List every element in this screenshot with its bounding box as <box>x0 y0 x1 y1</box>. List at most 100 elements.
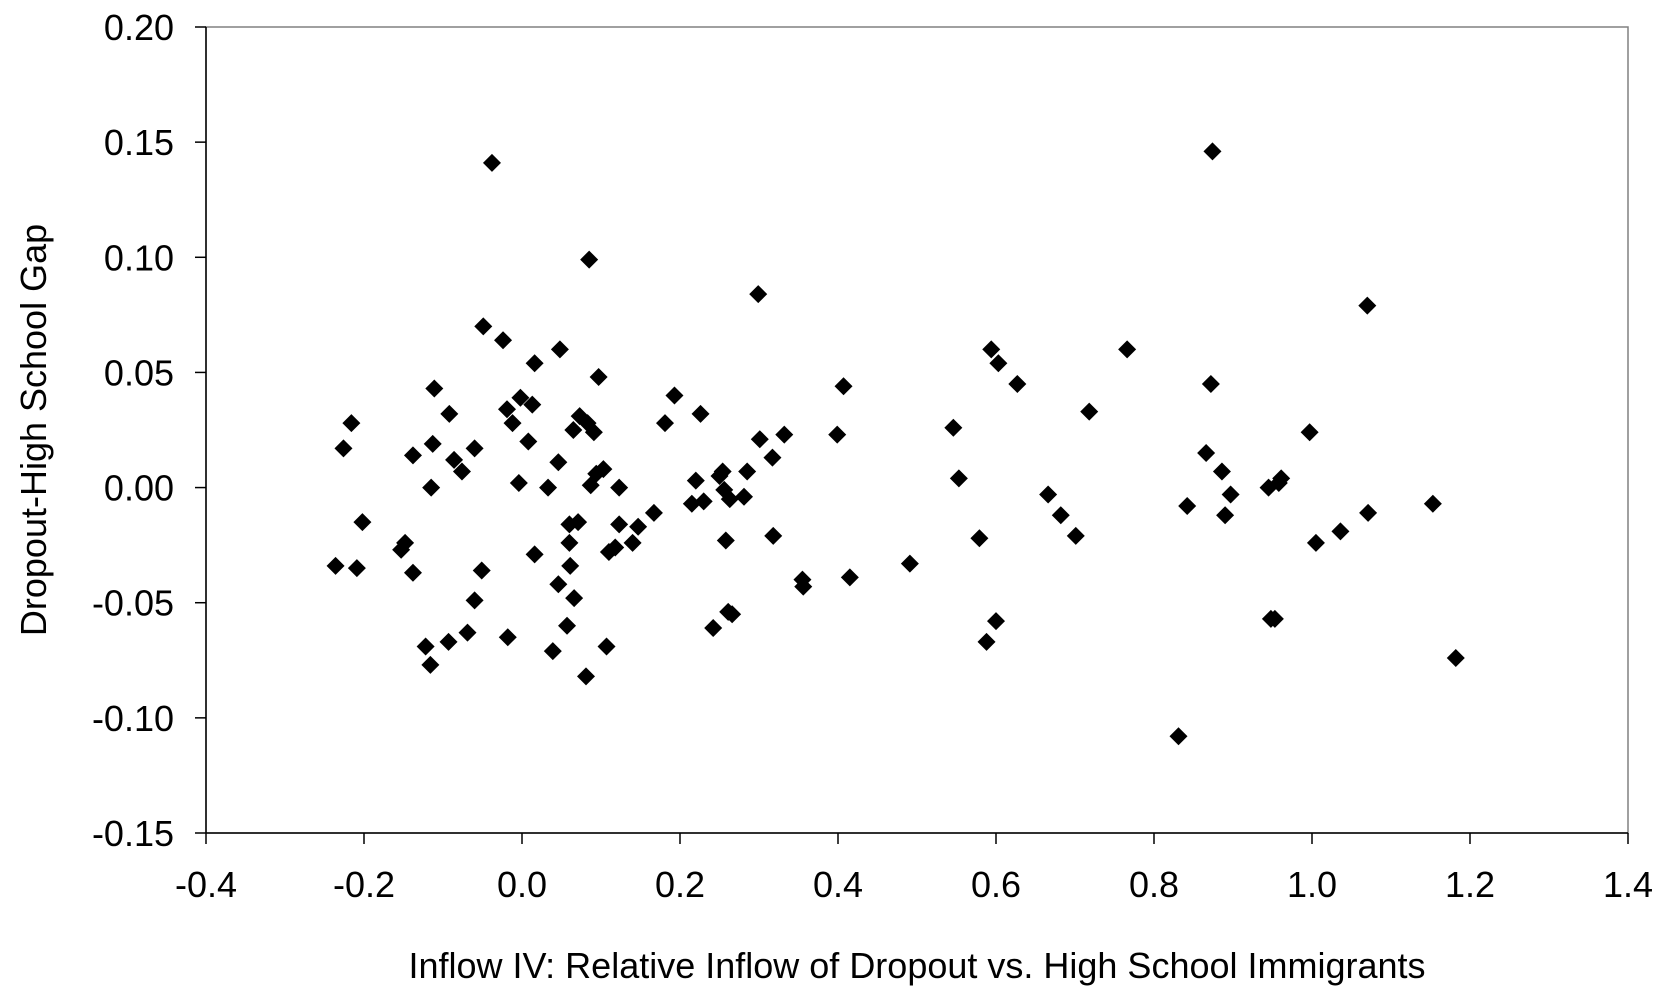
data-point <box>949 469 968 488</box>
data-point <box>1221 485 1240 504</box>
y-tick-label: 0.20 <box>104 7 174 48</box>
data-point <box>564 421 583 439</box>
data-point <box>472 561 491 580</box>
data-point <box>497 400 516 419</box>
data-point <box>560 533 579 552</box>
data-point <box>606 538 625 557</box>
data-point <box>1212 462 1231 481</box>
data-point <box>523 395 542 414</box>
data-point <box>465 591 484 610</box>
data-point <box>440 404 459 423</box>
data-point <box>691 404 710 423</box>
data-point <box>713 462 732 481</box>
data-point <box>465 439 484 458</box>
x-tick-label: 0.2 <box>655 864 705 905</box>
data-point <box>584 423 603 442</box>
data-point <box>597 637 616 656</box>
data-point <box>734 487 753 506</box>
x-tick-label: 1.4 <box>1603 864 1653 905</box>
data-point <box>503 414 522 433</box>
data-point <box>342 414 361 433</box>
data-point <box>1306 533 1325 552</box>
data-point <box>403 446 422 465</box>
data-point <box>1169 727 1188 746</box>
data-point <box>1118 340 1137 359</box>
data-point <box>511 388 530 407</box>
data-point <box>543 642 562 661</box>
data-point <box>1331 522 1350 541</box>
data-point <box>738 462 757 481</box>
data-points <box>326 142 1465 746</box>
x-tick-label: -0.4 <box>175 864 237 905</box>
x-tick-label: -0.2 <box>333 864 395 905</box>
x-axis-title: Inflow IV: Relative Inflow of Dropout vs… <box>408 945 1425 986</box>
data-point <box>1300 423 1319 442</box>
data-point <box>1423 494 1442 513</box>
data-point <box>655 414 674 433</box>
data-point <box>1265 609 1284 628</box>
data-point <box>594 460 613 479</box>
data-point <box>334 439 353 458</box>
data-point <box>550 340 569 359</box>
data-point <box>682 494 701 513</box>
plot-area-frame <box>205 26 1629 834</box>
x-tick-label: 0.0 <box>497 864 547 905</box>
data-point <box>580 250 599 269</box>
data-point <box>474 317 493 336</box>
data-point <box>720 490 739 509</box>
data-point <box>525 354 544 373</box>
y-tick-label: 0.10 <box>104 237 174 278</box>
data-point <box>458 623 477 642</box>
data-point <box>977 632 996 651</box>
data-point <box>694 492 713 511</box>
y-axis-title: Dropout-High School Gap <box>13 224 54 636</box>
data-point <box>565 589 584 608</box>
data-point <box>970 529 989 548</box>
data-point <box>494 331 513 350</box>
data-point <box>764 526 783 545</box>
y-tick-label: -0.10 <box>92 698 174 739</box>
x-tick-label: 1.0 <box>1287 864 1337 905</box>
data-point <box>610 478 629 497</box>
x-axis-ticks: -0.4 -0.2 0.0 0.2 0.4 0.6 0.8 1.0 1.2 1.4 <box>175 833 1653 905</box>
data-point <box>1039 485 1058 504</box>
data-point <box>549 453 568 472</box>
y-tick-label: -0.05 <box>92 583 174 624</box>
data-point <box>704 619 723 638</box>
data-point <box>525 545 544 564</box>
data-point <box>422 478 441 497</box>
y-tick-label: 0.05 <box>104 352 174 393</box>
data-point <box>982 340 1001 359</box>
data-point <box>665 386 684 405</box>
data-point <box>576 667 595 686</box>
x-tick-label: 0.8 <box>1129 864 1179 905</box>
data-point <box>1066 526 1085 545</box>
data-point <box>416 637 435 656</box>
data-point <box>425 379 444 398</box>
data-point <box>1178 496 1197 515</box>
data-point <box>775 425 794 444</box>
data-point <box>944 418 963 437</box>
x-tick-label: 0.6 <box>971 864 1021 905</box>
data-point <box>347 559 366 578</box>
data-point <box>1201 374 1220 393</box>
x-tick-label: 0.4 <box>813 864 863 905</box>
x-tick-label: 1.2 <box>1445 864 1495 905</box>
data-point <box>1359 503 1378 522</box>
data-point <box>558 616 577 635</box>
data-point <box>353 513 372 532</box>
data-point <box>1197 444 1216 463</box>
data-point <box>750 430 769 449</box>
y-tick-label: 0.15 <box>104 122 174 163</box>
data-point <box>723 605 742 624</box>
data-point <box>1216 506 1235 525</box>
data-point <box>749 285 768 304</box>
data-point <box>421 655 440 674</box>
data-point <box>686 471 705 490</box>
data-point <box>589 368 608 387</box>
data-point <box>549 575 568 594</box>
data-point <box>509 473 528 492</box>
data-point <box>539 478 558 497</box>
data-point <box>1446 648 1465 667</box>
data-point <box>1080 402 1099 421</box>
